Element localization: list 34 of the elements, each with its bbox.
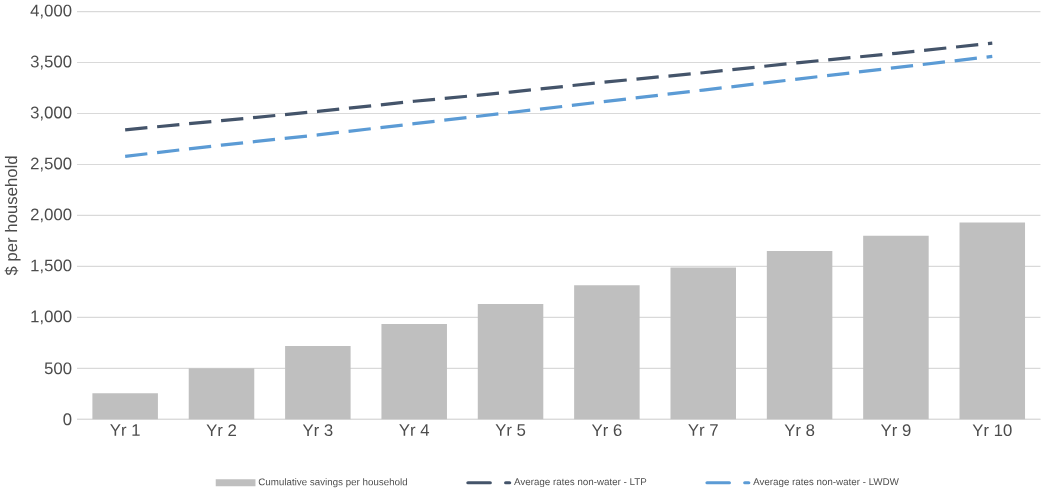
bar bbox=[188, 368, 255, 420]
y-tick-label: 4,000 bbox=[30, 4, 72, 19]
legend-label: Average rates non-water - LWDW bbox=[753, 478, 899, 488]
bar bbox=[959, 222, 1026, 420]
y-tick-label: 1,500 bbox=[31, 259, 72, 274]
bar bbox=[92, 393, 158, 420]
bar bbox=[477, 304, 544, 420]
bar bbox=[670, 267, 736, 420]
bar bbox=[381, 324, 447, 420]
legend-label: Cumulative savings per household bbox=[258, 478, 407, 488]
x-tick-label: Yr 1 bbox=[110, 424, 140, 436]
bar bbox=[574, 285, 640, 420]
x-tick-label: Yr 3 bbox=[302, 424, 333, 437]
x-tick-label: Yr 7 bbox=[688, 424, 718, 436]
x-tick-label: Yr 4 bbox=[399, 424, 430, 436]
y-tick-label: 500 bbox=[44, 362, 72, 375]
bar bbox=[285, 345, 351, 420]
x-tick-label: Yr 6 bbox=[591, 424, 622, 437]
y-tick-label: 3,500 bbox=[30, 55, 72, 70]
y-tick-label: 0 bbox=[63, 413, 72, 426]
bar bbox=[766, 251, 833, 420]
line-series bbox=[123, 41, 994, 132]
x-tick-label: Yr 2 bbox=[206, 424, 237, 436]
x-tick-label: Yr 10 bbox=[972, 424, 1012, 437]
x-tick-label: Yr 8 bbox=[784, 424, 815, 437]
y-tick-label: 1,000 bbox=[31, 310, 72, 325]
y-axis-title: $ per household bbox=[4, 156, 21, 276]
y-tick-label: 3,000 bbox=[30, 106, 72, 121]
x-tick-label: Yr 9 bbox=[880, 424, 911, 437]
x-tick-label: Yr 5 bbox=[495, 424, 526, 436]
y-tick-label: 2,000 bbox=[30, 208, 72, 223]
bar bbox=[863, 235, 929, 420]
legend-label: Average rates non-water - LTP bbox=[514, 478, 647, 488]
y-tick-label: 2,500 bbox=[30, 157, 72, 172]
